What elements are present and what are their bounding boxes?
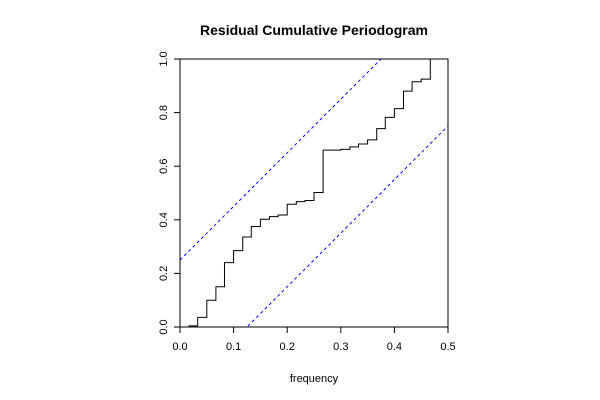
upper-bound-line xyxy=(180,59,382,261)
y-tick-label: 1.0 xyxy=(158,51,170,66)
x-tick-label: 0.5 xyxy=(440,341,455,353)
x-tick-label: 0.4 xyxy=(387,341,402,353)
y-axis: 0.0 0.2 0.4 0.6 0.8 1.0 xyxy=(158,51,180,335)
x-tick-label: 0.3 xyxy=(333,341,348,353)
y-tick-label: 0.2 xyxy=(158,266,170,281)
x-axis: 0.0 0.1 0.2 0.3 0.4 0.5 xyxy=(172,327,456,353)
x-tick-label: 0.0 xyxy=(172,341,187,353)
y-tick-label: 0.0 xyxy=(158,319,170,334)
x-tick-label: 0.1 xyxy=(226,341,241,353)
y-tick-label: 0.6 xyxy=(158,159,170,174)
plot-frame xyxy=(179,58,449,328)
x-axis-label: frequency xyxy=(290,373,339,385)
chart-title: Residual Cumulative Periodogram xyxy=(200,22,428,38)
y-tick-label: 0.4 xyxy=(158,212,170,227)
x-tick-label: 0.2 xyxy=(280,341,295,353)
periodogram-series xyxy=(180,59,435,327)
lower-bound-line xyxy=(246,125,448,327)
cumulative-periodogram-line xyxy=(180,59,435,327)
y-tick-label: 0.8 xyxy=(158,105,170,120)
